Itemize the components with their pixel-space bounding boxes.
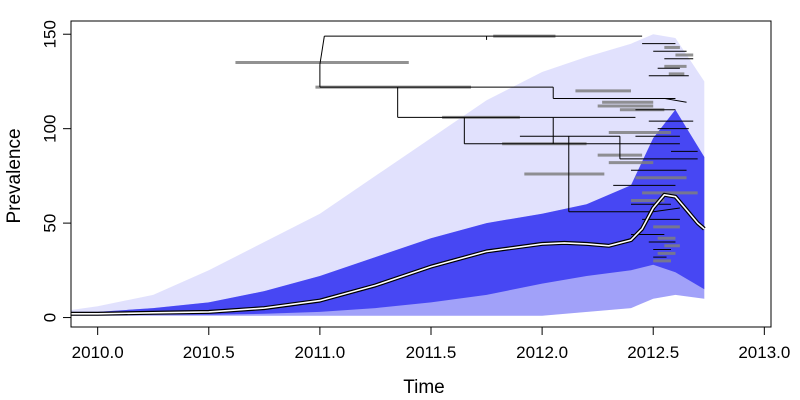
x-axis: 2010.0 2010.5 2011.0 2011.5 2012.0 2012.5 2013… <box>72 326 790 362</box>
x-tick-label: 2012.5 <box>627 343 679 362</box>
mean-trajectory-layer <box>71 192 706 316</box>
x-tick-label: 2010.0 <box>72 343 124 362</box>
y-tick-label: 100 <box>41 114 60 142</box>
trajectory-core-band <box>71 109 705 315</box>
tree-branch <box>653 207 680 213</box>
x-tick-label: 2011.0 <box>295 343 346 362</box>
y-tick-label: 0 <box>41 313 60 322</box>
x-axis-title: Time <box>403 377 445 398</box>
y-tick-label: 150 <box>41 20 60 48</box>
x-tick-label: 2013.0 <box>738 343 790 362</box>
tree-branch <box>319 36 325 65</box>
x-tick-label: 2011.5 <box>406 343 457 362</box>
y-tick-label: 50 <box>41 214 60 233</box>
y-axis: 0 50 100 150 <box>41 20 72 322</box>
x-tick-label: 2010.5 <box>183 343 235 362</box>
tree-branch <box>664 97 687 103</box>
y-axis-title: Prevalence <box>4 128 25 223</box>
mean-trajectory-line <box>71 194 705 315</box>
x-tick-label: 2012.0 <box>516 343 568 362</box>
